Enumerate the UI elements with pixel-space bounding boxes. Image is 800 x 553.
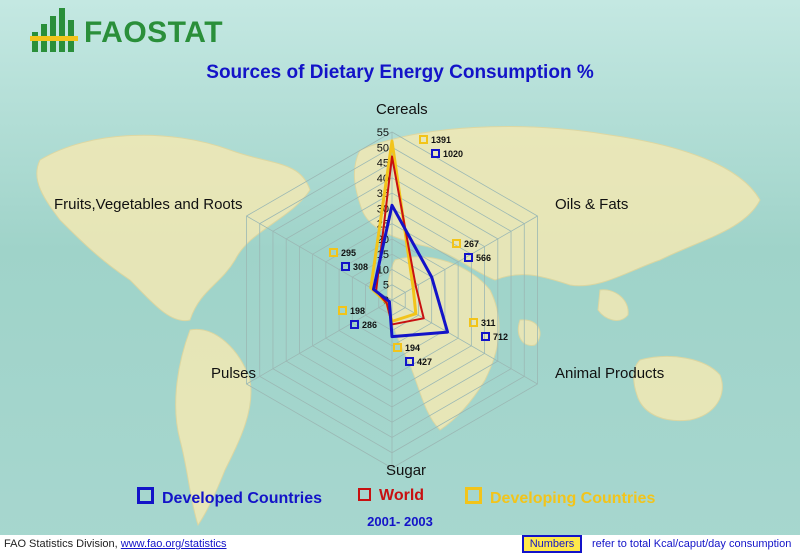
legend-label-world: World [379,487,425,504]
series-line-developed [371,203,450,339]
axis-label-oils-fats: Oils & Fats [555,196,629,213]
footer-note: refer to total Kcal/caput/day consumptio… [592,538,792,550]
axis-label-sugar: Sugar [386,462,427,479]
kcal-labels: 1391 1020 267 566 311 712 194 427 198 286 295 308 [329,135,508,367]
legend-item-developing: Developing Countries [465,487,655,508]
kcal-marker [419,135,428,144]
kcal-marker [329,248,338,257]
grid-spoke [246,215,393,301]
radial-tick-label: 50 [377,142,389,154]
kcal-marker [464,253,473,262]
kcal-value: 194 [405,343,420,353]
kcal-label-developing: 295 [329,248,356,258]
kcal-marker [393,343,402,352]
legend-swatch-world [358,488,371,501]
axis-label-animal-products: Animal Products [555,365,665,382]
radial-tick-label: 5 [383,280,389,292]
kcal-label-developed: 308 [341,262,368,272]
series-lines [369,139,450,339]
numbers-legend-box: Numbers [522,535,582,553]
radial-tick-label: 55 [377,127,389,139]
faostat-logo-icon [30,8,78,52]
kcal-marker [452,239,461,248]
kcal-label-developing: 198 [338,306,365,316]
legend-item-developed: Developed Countries [137,487,322,508]
kcal-value: 308 [353,262,368,272]
chart-title: Sources of Dietary Energy Consumption % [206,62,594,83]
grid-spoke [391,299,538,385]
kcal-value: 295 [341,248,356,258]
legend-swatch-developed [137,487,154,504]
kcal-label-developing: 267 [452,239,479,249]
legend-swatch-developing [465,487,482,504]
chart-legend: Developed Countries World Developing Cou… [0,487,800,511]
kcal-value: 311 [481,318,496,328]
radial-tick-label: 45 [377,158,389,170]
kcal-value: 1391 [431,135,451,145]
kcal-marker [341,262,350,271]
kcal-marker [405,357,414,366]
kcal-label-developing: 1391 [419,135,451,145]
legend-label-developing: Developing Countries [490,490,656,507]
kcal-value: 286 [362,320,377,330]
legend-item-world: World [358,487,424,505]
axis-label-cereals: Cereals [376,101,428,118]
kcal-value: 1020 [443,149,463,159]
world-map-background [36,126,761,527]
kcal-marker [338,306,347,315]
kcal-value: 566 [476,253,491,263]
kcal-marker [469,318,478,327]
footer-source: FAO Statistics Division, www.fao.org/sta… [4,538,227,550]
kcal-value: 267 [464,239,479,249]
kcal-marker [481,332,490,341]
radar-grid [246,131,538,469]
axis-label-pulses: Pulses [211,365,257,382]
kcal-value: 712 [493,332,508,342]
kcal-label-developed: 1020 [431,149,463,159]
kcal-label-developed: 712 [481,332,508,342]
period-label: 2001- 2003 [367,514,433,529]
kcal-value: 198 [350,306,365,316]
kcal-value: 427 [417,357,432,367]
footer-source-text: FAO Statistics Division, [4,538,118,550]
axis-label-fruits-vegetables-roots: Fruits,Vegetables and Roots [54,196,243,213]
footer-bar: FAO Statistics Division, www.fao.org/sta… [0,535,800,553]
kcal-marker [350,320,359,329]
kcal-label-developing: 311 [469,318,496,328]
kcal-marker [431,149,440,158]
kcal-label-developed: 566 [464,253,491,263]
kcal-label-developed: 286 [350,320,377,330]
kcal-label-developed: 427 [405,357,432,367]
fao-statistics-link[interactable]: www.fao.org/statistics [120,538,227,550]
kcal-label-developing: 194 [393,343,420,353]
legend-label-developed: Developed Countries [162,490,323,507]
grid-spoke [246,299,393,385]
logo-text: FAOSTAT [84,16,224,49]
